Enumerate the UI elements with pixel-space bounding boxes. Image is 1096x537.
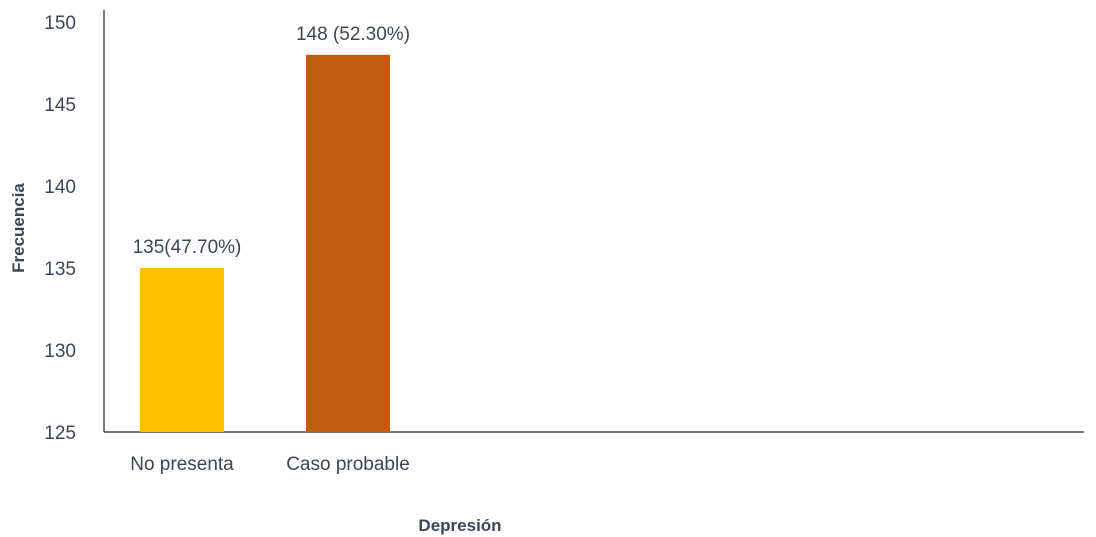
y-tick-label: 130 <box>44 341 76 362</box>
bar <box>140 268 224 432</box>
y-tick-label: 140 <box>44 177 76 198</box>
bar <box>306 54 390 433</box>
bar-data-label: 135(47.70%) <box>133 237 242 258</box>
data-labels-group: 135(47.70%) 148 (52.30%) <box>133 24 410 258</box>
x-category-label: Caso probable <box>286 454 410 475</box>
x-axis-title: Depresión <box>418 516 501 535</box>
y-tick-label: 150 <box>44 13 76 34</box>
y-tick-label: 125 <box>44 423 76 444</box>
y-axis-tick-labels: 125 130 135 140 145 150 <box>44 13 76 444</box>
y-axis-title: Frecuencia <box>9 183 28 273</box>
y-tick-label: 135 <box>44 259 76 280</box>
y-tick-label: 145 <box>44 95 76 116</box>
x-axis-tick-labels: No presenta Caso probable <box>130 454 410 475</box>
bar-data-label: 148 (52.30%) <box>296 24 410 45</box>
bars-group <box>140 54 390 433</box>
x-category-label: No presenta <box>130 454 234 475</box>
